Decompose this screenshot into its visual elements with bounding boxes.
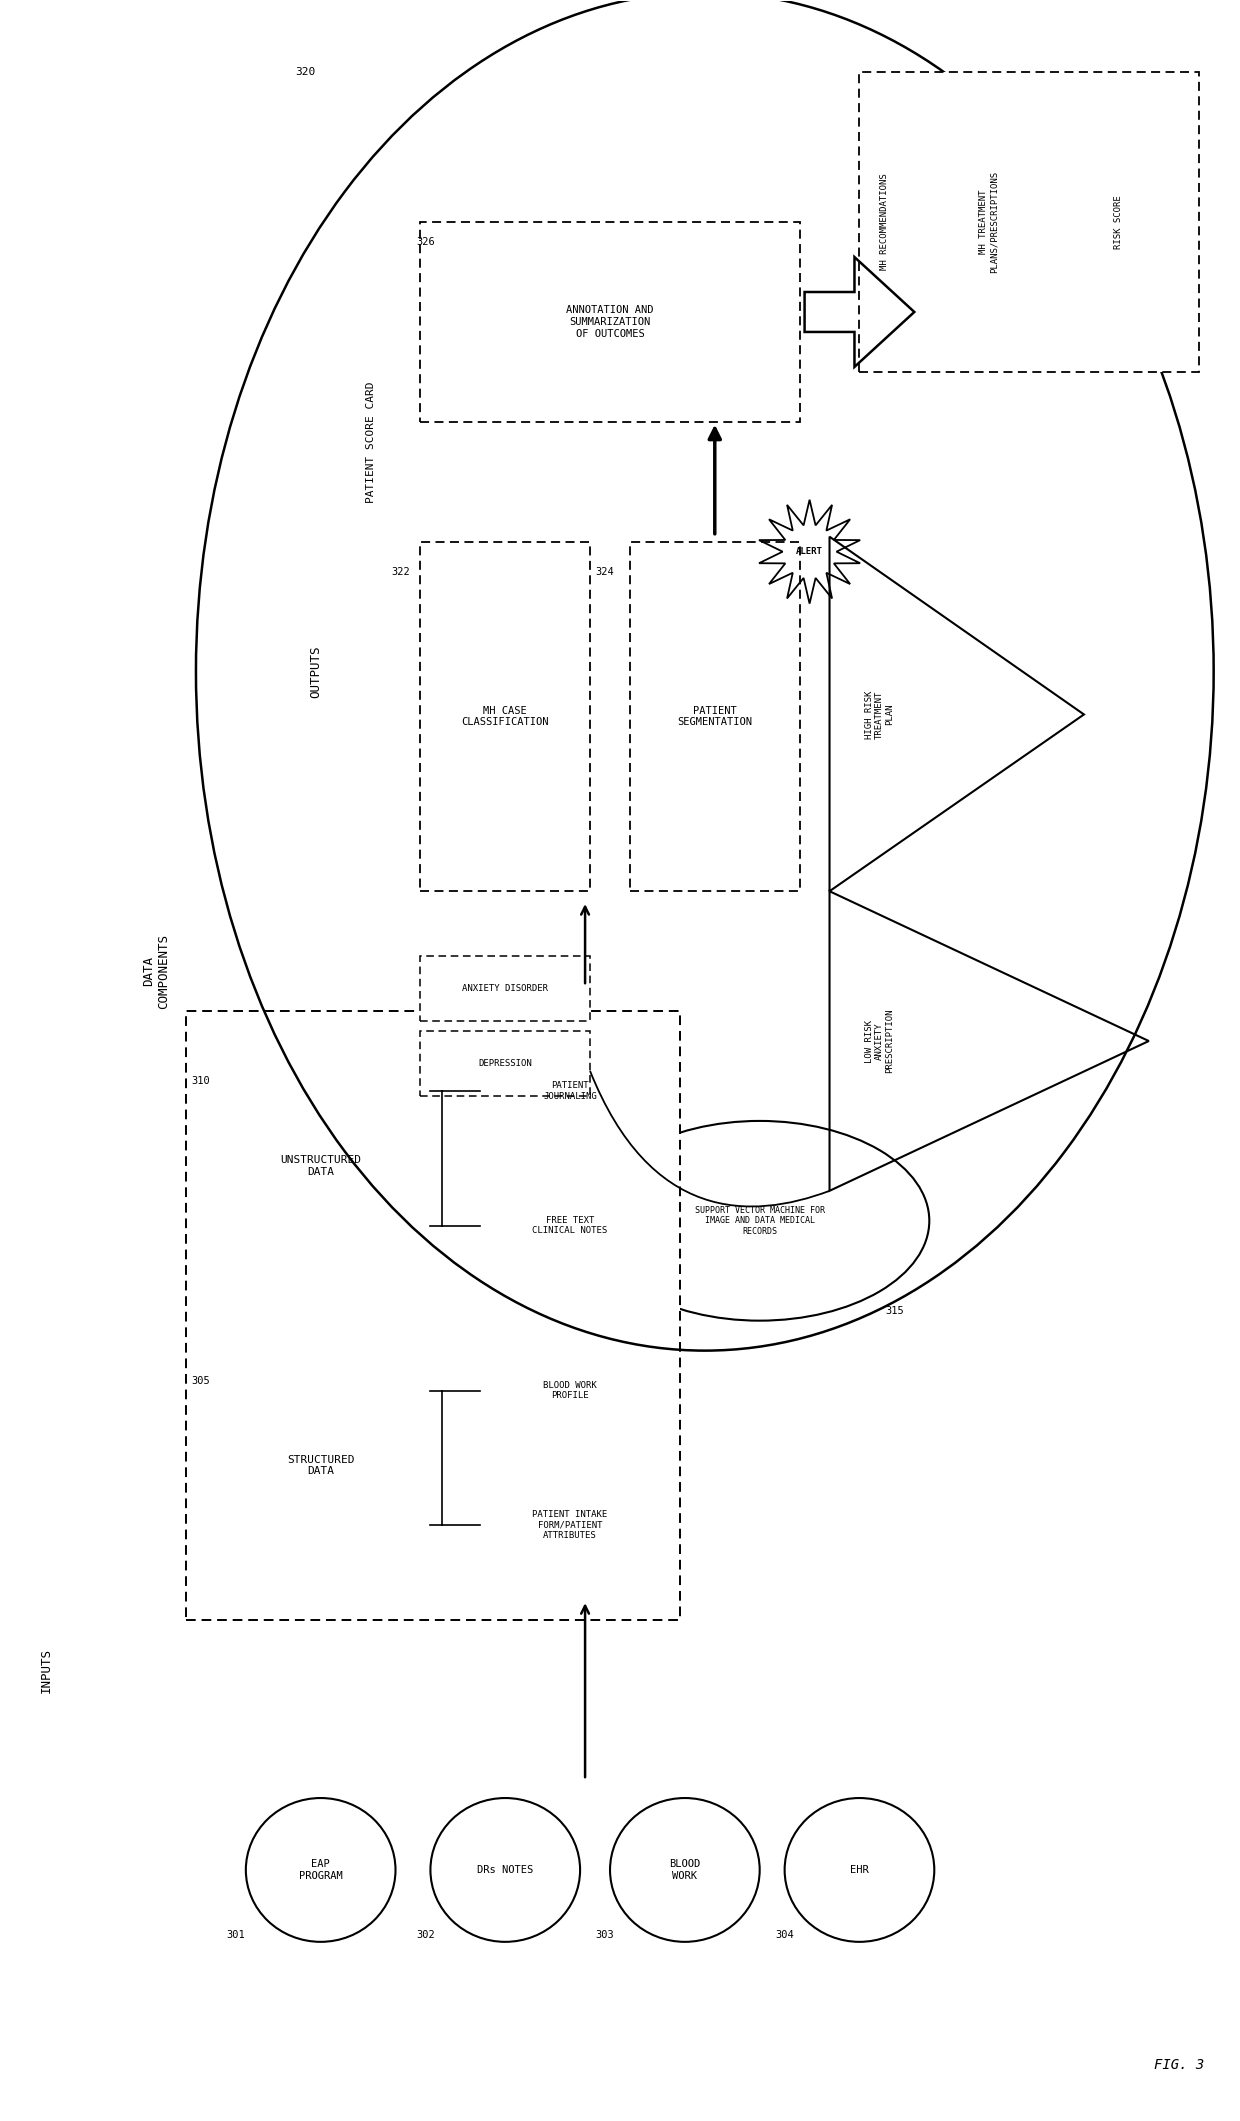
Bar [420, 957, 590, 1020]
Text: 324: 324 [595, 566, 614, 577]
Text: DRs NOTES: DRs NOTES [477, 1864, 533, 1875]
Text: PATIENT SCORE CARD: PATIENT SCORE CARD [366, 382, 376, 503]
Text: MH RECOMMENDATIONS: MH RECOMMENDATIONS [880, 174, 889, 271]
Text: 315: 315 [885, 1307, 904, 1315]
Ellipse shape [430, 1799, 580, 1943]
Text: INPUTS: INPUTS [40, 1648, 53, 1693]
Bar [211, 1340, 430, 1591]
Bar [480, 1340, 660, 1440]
Text: DATA
COMPONENTS: DATA COMPONENTS [143, 933, 170, 1010]
Text: 301: 301 [227, 1930, 246, 1941]
Text: 320: 320 [295, 68, 316, 76]
Text: 310: 310 [191, 1075, 211, 1086]
Text: OUTPUTS: OUTPUTS [309, 645, 322, 698]
Text: EAP
PROGRAM: EAP PROGRAM [299, 1860, 342, 1881]
Ellipse shape [246, 1799, 396, 1943]
Text: 303: 303 [595, 1930, 614, 1941]
Text: 304: 304 [775, 1930, 794, 1941]
Text: LOW RISK
ANXIETY
PRESCRIPTION: LOW RISK ANXIETY PRESCRIPTION [864, 1010, 894, 1073]
Ellipse shape [785, 1799, 934, 1943]
Text: ANXIETY DISORDER: ANXIETY DISORDER [463, 984, 548, 993]
Text: PATIENT INTAKE
FORM/PATIENT
ATTRIBUTES: PATIENT INTAKE FORM/PATIENT ATTRIBUTES [532, 1510, 608, 1540]
Text: DEPRESSION: DEPRESSION [479, 1058, 532, 1069]
Text: UNSTRUCTURED
DATA: UNSTRUCTURED DATA [280, 1156, 361, 1177]
Bar [480, 1041, 660, 1141]
Ellipse shape [610, 1799, 760, 1943]
Bar [420, 1031, 590, 1097]
Bar [630, 541, 800, 891]
Text: MH CASE
CLASSIFICATION: MH CASE CLASSIFICATION [461, 706, 549, 728]
Text: RISK SCORE: RISK SCORE [1115, 195, 1123, 248]
Text: ALERT: ALERT [796, 547, 823, 556]
Text: BLOOD WORK
PROFILE: BLOOD WORK PROFILE [543, 1381, 596, 1400]
Bar [420, 223, 800, 422]
Text: PATIENT
JOURNALING: PATIENT JOURNALING [543, 1082, 596, 1101]
Text: EHR: EHR [851, 1864, 869, 1875]
Text: ANNOTATION AND
SUMMARIZATION
OF OUTCOMES: ANNOTATION AND SUMMARIZATION OF OUTCOMES [567, 305, 653, 339]
Ellipse shape [590, 1120, 929, 1321]
Text: SUPPORT VECTOR MACHINE FOR
IMAGE AND DATA MEDICAL
RECORDS: SUPPORT VECTOR MACHINE FOR IMAGE AND DAT… [694, 1207, 825, 1237]
Text: HIGH RISK
TREATMENT
PLAN: HIGH RISK TREATMENT PLAN [864, 689, 894, 738]
Text: PATIENT
SEGMENTATION: PATIENT SEGMENTATION [677, 706, 753, 728]
Text: FIG. 3: FIG. 3 [1153, 2057, 1204, 2072]
Bar [186, 1012, 680, 1620]
Text: 322: 322 [391, 566, 410, 577]
Bar [211, 1041, 430, 1292]
Text: BLOOD
WORK: BLOOD WORK [670, 1860, 701, 1881]
Text: 302: 302 [417, 1930, 435, 1941]
Bar [859, 72, 1199, 371]
Text: 326: 326 [417, 238, 435, 246]
Bar [420, 541, 590, 891]
Text: STRUCTURED
DATA: STRUCTURED DATA [286, 1455, 355, 1476]
Text: 305: 305 [191, 1377, 211, 1385]
Text: FREE TEXT
CLINICAL NOTES: FREE TEXT CLINICAL NOTES [532, 1215, 608, 1237]
Bar [480, 1160, 660, 1292]
Text: MH TREATMENT
PLANS/PRESCRIPTIONS: MH TREATMENT PLANS/PRESCRIPTIONS [980, 172, 999, 274]
Bar [480, 1461, 660, 1591]
